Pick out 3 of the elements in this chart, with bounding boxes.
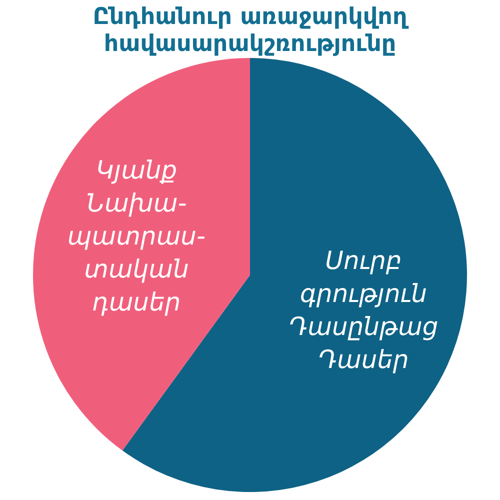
chart-title: Ընդհանուր առաջարկվող հավասարակշռությունը [92,4,410,58]
slice-label: Սուրբ գրություն Դասընթաց Դասեր [288,246,438,374]
slice-label: Կյանք Նախա- պատրաս- տական դասեր [67,156,206,317]
